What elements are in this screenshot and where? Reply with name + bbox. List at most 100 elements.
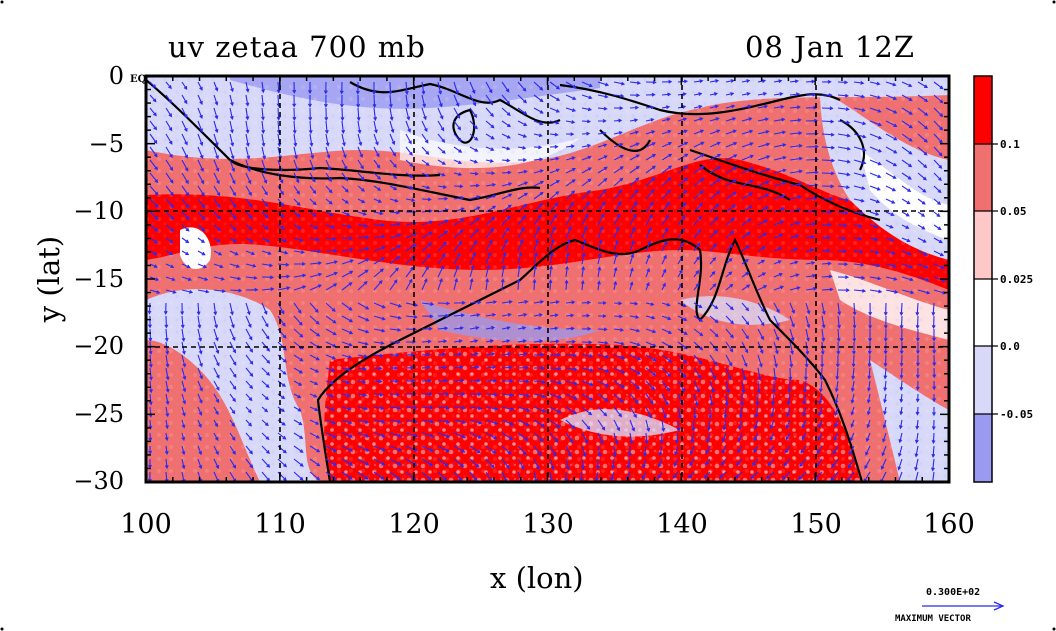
wind-vector <box>917 263 929 269</box>
wind-vector <box>549 191 560 200</box>
wind-vector <box>373 471 385 480</box>
wind-vector <box>581 155 592 161</box>
wind-vector <box>597 81 610 87</box>
wind-vector <box>485 239 493 252</box>
wind-vector <box>645 226 652 239</box>
wind-vector <box>693 270 700 278</box>
wind-vector <box>773 272 783 278</box>
wind-vector <box>453 432 467 439</box>
wind-vector <box>821 302 826 316</box>
wind-vector <box>405 432 419 438</box>
wind-vector <box>933 211 941 218</box>
wind-vector <box>549 366 562 371</box>
wind-vector <box>661 393 669 406</box>
wind-vector <box>933 81 944 90</box>
wind-vector <box>357 198 366 203</box>
wind-vector <box>437 241 447 252</box>
wind-vector <box>580 458 585 471</box>
wind-vector <box>611 458 616 470</box>
wind-vector <box>341 185 349 193</box>
wind-vector <box>565 225 572 239</box>
wind-vector <box>533 238 539 252</box>
wind-vector <box>309 432 321 439</box>
wind-vector <box>341 247 354 252</box>
wind-vector <box>693 380 700 393</box>
wind-vector <box>245 287 259 292</box>
wind-vector <box>773 155 787 161</box>
wind-vector <box>261 419 269 427</box>
wind-vector <box>725 354 733 367</box>
wind-vector <box>181 224 190 232</box>
wind-vector <box>724 393 729 407</box>
wind-vector <box>517 299 529 304</box>
wind-vector <box>852 328 857 343</box>
wind-vector <box>581 445 587 458</box>
wind-vector <box>533 393 547 399</box>
wind-vector <box>501 300 513 304</box>
wind-vector <box>565 120 576 124</box>
wind-vector <box>917 198 926 205</box>
wind-vector <box>469 300 482 305</box>
wind-vector <box>785 432 791 441</box>
wind-vector <box>405 302 419 307</box>
wind-vector <box>357 379 367 384</box>
wind-vector <box>881 445 887 457</box>
wind-vector <box>629 432 634 445</box>
wind-vector <box>357 432 370 438</box>
wind-vector <box>517 445 527 456</box>
wind-vector <box>357 302 370 310</box>
wind-vector <box>373 341 385 345</box>
wind-vector <box>661 328 673 334</box>
wind-vector <box>725 141 738 148</box>
y-axis-title: y (lat) <box>32 235 66 323</box>
wind-vector <box>309 249 322 254</box>
wind-vector <box>709 129 721 135</box>
wind-vector <box>830 471 839 482</box>
wind-vector <box>501 81 510 93</box>
wind-vector <box>421 445 434 452</box>
wind-vector <box>324 107 329 122</box>
wind-vector <box>597 445 602 458</box>
wind-vector <box>197 445 203 456</box>
wind-vector <box>165 172 174 184</box>
wind-vector <box>324 120 329 135</box>
wind-vector <box>149 159 159 171</box>
wind-vector <box>277 341 287 351</box>
wind-vector <box>565 213 573 226</box>
wind-vector <box>453 378 465 383</box>
wind-vector <box>261 146 267 160</box>
wind-vector <box>373 172 382 180</box>
wind-vector <box>613 367 626 374</box>
wind-vector <box>453 458 465 468</box>
wind-vector <box>339 81 344 95</box>
wind-vector <box>421 314 434 319</box>
wind-vector <box>677 117 688 122</box>
wind-vector <box>293 315 303 326</box>
wind-vector <box>645 154 657 161</box>
wind-vector <box>850 419 855 428</box>
wind-vector <box>725 191 737 200</box>
wind-vector <box>757 104 769 109</box>
wind-vector <box>709 354 718 366</box>
wind-vector <box>882 432 887 443</box>
wind-vector <box>389 233 402 239</box>
wind-vector <box>373 257 385 265</box>
wind-vector <box>885 250 896 255</box>
wind-vector <box>565 432 574 444</box>
wind-vector <box>661 227 669 239</box>
wind-vector <box>933 237 943 244</box>
wind-vector <box>309 133 314 147</box>
wind-vector <box>340 107 345 122</box>
wind-vector <box>899 302 904 317</box>
wind-vector <box>709 141 721 148</box>
wind-vector <box>309 380 319 386</box>
wind-vector <box>932 329 936 342</box>
wind-vector <box>629 118 639 123</box>
wind-vector <box>421 133 429 144</box>
wind-vector <box>837 249 848 254</box>
wind-vector <box>805 79 816 84</box>
wind-vector <box>501 326 511 330</box>
wind-vector <box>885 172 897 179</box>
wind-vector <box>709 243 717 252</box>
wind-vector <box>533 251 538 265</box>
